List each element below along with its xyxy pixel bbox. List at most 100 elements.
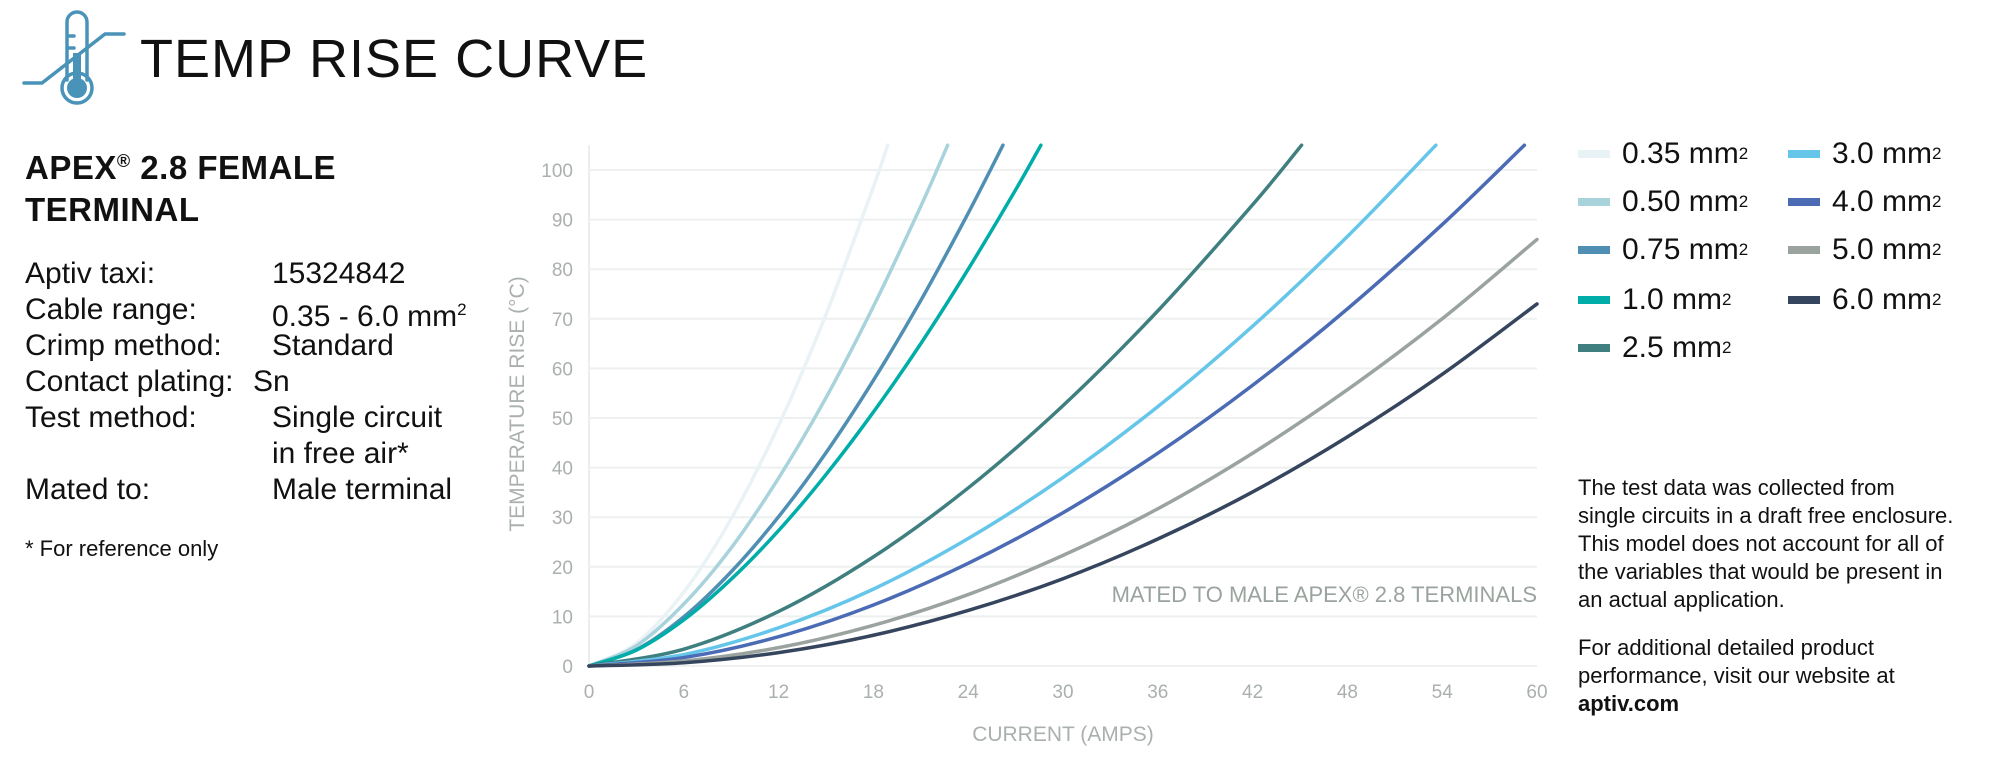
legend-label-sup: 2: [1932, 240, 1942, 259]
product-name-line2: TERMINAL: [25, 191, 200, 228]
x-tick-label: 24: [958, 682, 980, 703]
legend-label-sup: 2: [1738, 144, 1749, 163]
page-title: TEMP RISE CURVE: [140, 29, 649, 89]
y-tick-label: 40: [552, 459, 573, 480]
y-tick-label: 10: [552, 607, 573, 628]
y-tick-label: 60: [552, 359, 573, 380]
x-tick-label: 54: [1432, 682, 1454, 703]
legend-item-5-0: 5.0 mm 2: [1788, 230, 1942, 270]
legend-label-sup: 2: [1738, 192, 1749, 211]
y-tick-label: 80: [552, 260, 573, 281]
spec-label: Crimp method:: [25, 329, 222, 362]
chart-annotation: MATED TO MALE APEX® 2.8 TERMINALS: [1112, 582, 1537, 607]
legend-item-0-50: 0.50 mm 2: [1578, 182, 1748, 222]
legend-label-sup: 2: [1722, 290, 1732, 309]
spec-row-cable-range: Cable range: 0.35 - 6.0 mm2: [25, 292, 467, 333]
series-line-0-35: [587, 143, 890, 668]
spec-value-sup: 2: [457, 300, 467, 319]
series-line-6-0: [587, 302, 1539, 668]
y-tick-label: 100: [541, 161, 573, 182]
spec-label: Test method:: [25, 401, 197, 434]
note-more-info: For additional detailed product performa…: [1578, 634, 1958, 718]
legend-label: 0.50 mm: [1622, 185, 1739, 218]
series-line-2-5: [587, 143, 1304, 668]
series-lines: [587, 143, 1539, 668]
legend-item-1-0: 1.0 mm 2: [1578, 280, 1732, 320]
spec-label: Cable range:: [25, 293, 197, 326]
series-line-5-0: [587, 237, 1539, 668]
spec-value: 0.35 - 6.0 mm2: [272, 292, 467, 335]
x-axis-label: CURRENT (AMPS): [972, 723, 1154, 746]
legend-item-4-0: 4.0 mm 2: [1788, 182, 1942, 222]
spec-label: Aptiv taxi:: [25, 257, 156, 290]
spec-value-line2: in free air*: [272, 437, 409, 470]
spec-label: Mated to:: [25, 473, 151, 506]
notes: The test data was collected from single …: [1578, 474, 1958, 738]
spec-value: Sn: [253, 365, 290, 398]
legend-label: 2.5 mm: [1622, 331, 1723, 364]
product-name-cont: 2.8 FEMALE: [130, 149, 337, 186]
x-tick-label: 12: [768, 682, 789, 703]
series-line-0-50: [587, 143, 950, 668]
spec-value: 15324842: [272, 257, 406, 290]
spec-row-mated-to: Mated to: Male terminal: [25, 472, 452, 508]
legend-label: 0.75 mm: [1622, 233, 1739, 266]
legend-swatch: [1788, 150, 1820, 158]
series-line-0-75: [587, 143, 1005, 668]
y-tick-label: 70: [552, 310, 573, 331]
note-disclaimer: The test data was collected from single …: [1578, 475, 1954, 612]
x-tick-label: 36: [1147, 682, 1168, 703]
y-tick-label: 90: [552, 211, 573, 232]
x-tick-label: 0: [584, 682, 595, 703]
spec-value: Single circuit: [272, 401, 443, 434]
spec-label: Contact plating:: [25, 365, 234, 398]
legend-label: 3.0 mm: [1832, 137, 1933, 170]
y-tick-label: 50: [552, 409, 573, 430]
legend-swatch: [1788, 246, 1820, 254]
spec-row-test-method: Test method: Single circuit in free air*: [25, 400, 442, 470]
legend-label: 1.0 mm: [1622, 283, 1723, 316]
legend-label-sup: 2: [1932, 290, 1942, 309]
legend-swatch: [1788, 296, 1820, 304]
legend-label-sup: 2: [1932, 192, 1942, 211]
x-tick-label: 18: [863, 682, 884, 703]
spec-value: Male terminal: [272, 473, 453, 506]
product-title: APEX® 2.8 FEMALE TERMINAL: [25, 140, 336, 231]
y-axis-label: TEMPERATURE RISE (°C): [506, 276, 529, 531]
footnote: * For reference only: [25, 536, 219, 561]
y-tick-label: 30: [552, 508, 573, 529]
spec-row-plating: Contact plating: Sn: [25, 364, 290, 400]
x-tick-label: 42: [1242, 682, 1263, 703]
legend-label: 4.0 mm: [1832, 185, 1933, 218]
x-tick-label: 60: [1526, 682, 1547, 703]
x-tick-labels: 0 6 12 18 24 30 36 42 48 54 60: [584, 682, 1548, 703]
legend-label-sup: 2: [1738, 240, 1749, 259]
legend-label: 0.35 mm: [1622, 137, 1739, 170]
legend-label: 6.0 mm: [1832, 283, 1933, 316]
temp-rise-chart: 0 10 20 30 40 50 60 70 80 90 100 0 6 12 18 24 30 36 42 48 5…: [506, 143, 1548, 746]
note-more-info-text: For additional detailed product performa…: [1578, 635, 1895, 688]
spec-row-crimp: Crimp method: Standard: [25, 328, 394, 364]
legend-item-2-5: 2.5 mm 2: [1578, 328, 1732, 368]
spec-row-taxi: Aptiv taxi: 15324842: [25, 256, 405, 292]
legend-item-3-0: 3.0 mm 2: [1788, 134, 1942, 174]
thermometer-icon: [20, 8, 130, 113]
website-link[interactable]: aptiv.com: [1578, 691, 1680, 716]
series-line-4-0: [587, 143, 1527, 668]
y-tick-label: 20: [552, 558, 573, 579]
registered-mark: ®: [116, 151, 131, 171]
legend-item-0-75: 0.75 mm 2: [1578, 230, 1748, 270]
y-tick-labels: 0 10 20 30 40 50 60 70 80 90 100: [541, 161, 573, 678]
legend-item-6-0: 6.0 mm 2: [1788, 280, 1942, 320]
legend-label: 5.0 mm: [1832, 233, 1933, 266]
legend-label-sup: 2: [1722, 338, 1732, 357]
product-name: APEX: [25, 149, 117, 186]
legend-swatch: [1578, 344, 1610, 352]
legend-swatch: [1578, 150, 1610, 158]
legend-swatch: [1578, 296, 1610, 304]
y-tick-label: 0: [562, 657, 573, 678]
x-tick-label: 6: [679, 682, 690, 703]
series-line-1-0: [587, 143, 1043, 668]
spec-value-text: 0.35 - 6.0 mm: [272, 300, 458, 333]
spec-value: Standard: [272, 329, 394, 362]
